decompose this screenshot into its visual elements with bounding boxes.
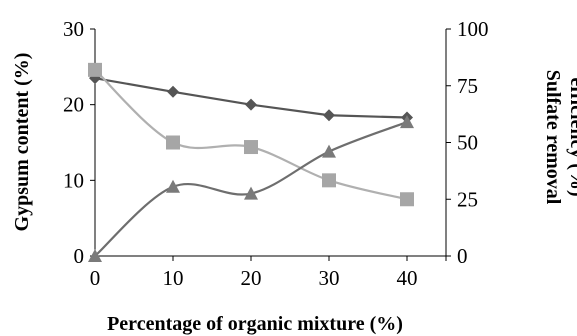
y2-axis-title-line-1: Sulfate removal — [542, 70, 564, 205]
square-marker — [166, 135, 180, 150]
series-line-square — [94, 69, 408, 201]
square-marker — [88, 62, 102, 77]
y2-tick-label: 0 — [457, 244, 468, 268]
triangle-marker — [88, 249, 102, 262]
series-line-diamond — [94, 77, 408, 119]
series-layer — [88, 62, 414, 262]
diamond-marker — [167, 85, 179, 98]
triangle-marker — [166, 179, 180, 193]
y2-tick-label: 25 — [457, 187, 478, 211]
y2-axis-title-line-2: efficiency (%) — [566, 77, 577, 196]
diamond-marker — [245, 98, 257, 111]
x-tick-label: 20 — [241, 266, 262, 290]
axes: 0 10 20 30 0 25 50 75 100 0 10 20 30 40 — [63, 17, 489, 290]
square-marker — [244, 140, 258, 155]
x-axis-title: Percentage of organic mixture (%) — [107, 313, 403, 335]
y-tick-label: 20 — [63, 93, 84, 117]
y-tick-label: 10 — [63, 168, 84, 192]
triangle-marker — [400, 115, 414, 129]
triangle-marker — [322, 144, 336, 158]
x-tick-label: 10 — [163, 266, 184, 290]
y2-tick-label: 50 — [457, 131, 478, 155]
x-tick-label: 0 — [90, 266, 101, 290]
triangle-marker — [244, 186, 258, 200]
y-axis-title: Gypsum content (%) — [11, 53, 33, 232]
y-tick-label: 0 — [74, 244, 85, 268]
square-marker — [322, 173, 336, 188]
diamond-marker — [323, 109, 335, 122]
y2-tick-label: 75 — [457, 74, 478, 98]
x-tick-label: 30 — [319, 266, 340, 290]
y2-tick-label: 100 — [457, 17, 489, 41]
square-marker — [400, 192, 414, 207]
y-tick-label: 30 — [63, 17, 84, 41]
x-tick-label: 40 — [397, 266, 418, 290]
